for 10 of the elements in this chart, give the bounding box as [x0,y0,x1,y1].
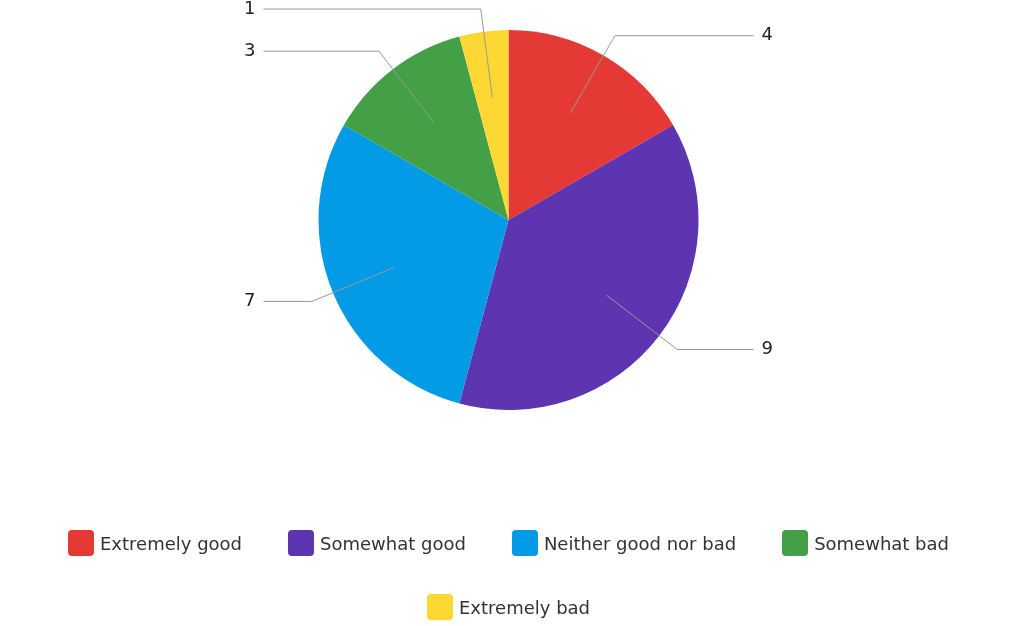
legend-label: Somewhat bad [814,532,949,554]
data-label: 9 [761,337,773,359]
data-label: 7 [244,289,256,311]
data-label: 4 [761,23,773,45]
legend-label: Neither good nor bad [543,532,737,554]
legend-label: Extremely bad [458,596,591,618]
data-label: 3 [244,38,256,60]
data-label: 1 [244,0,256,18]
legend-label: Extremely good [99,532,243,554]
legend-label: Somewhat good [320,532,466,554]
